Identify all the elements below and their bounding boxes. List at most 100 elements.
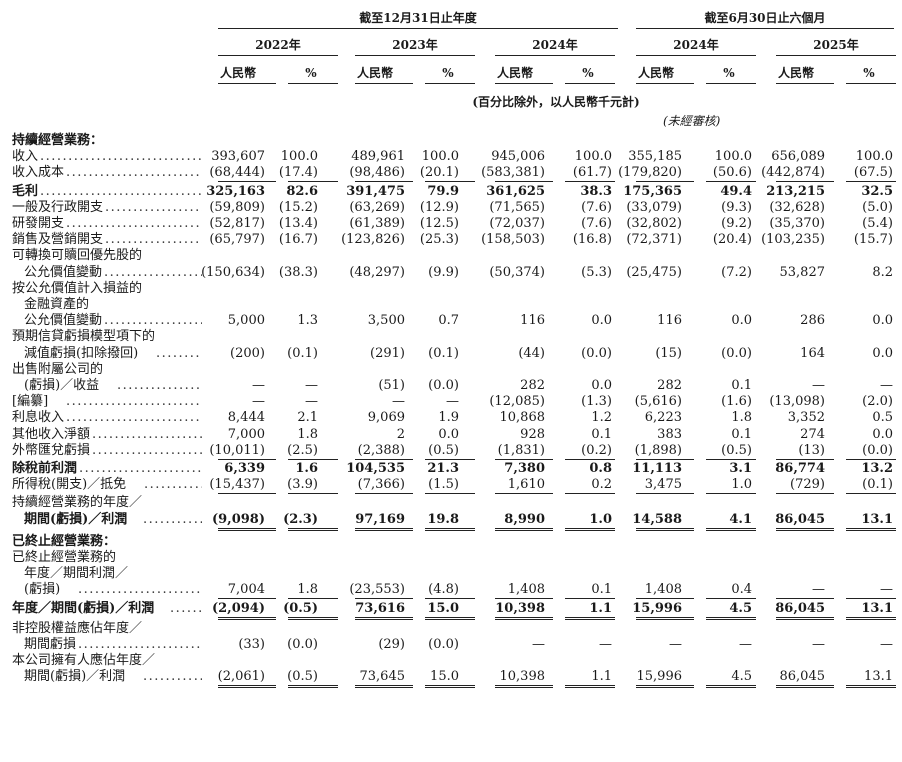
subtotal-rule <box>776 598 834 600</box>
row-value: 282 <box>657 378 682 393</box>
row-label-line: 可轉換可贖回優先股的 <box>12 248 143 264</box>
row-value: 391,475 <box>346 183 405 199</box>
col-pct-rule <box>846 83 896 84</box>
col-rmb-rule <box>218 83 276 84</box>
total-rule <box>218 616 276 620</box>
row-value: (1.6) <box>721 394 752 410</box>
row-value: (2,061) <box>217 669 265 685</box>
row-leader: ........................................ <box>117 378 202 393</box>
row-value: (0.5) <box>283 600 318 616</box>
col-rmb-rule <box>776 83 834 84</box>
year-rule <box>218 55 338 56</box>
total-rule <box>846 685 896 689</box>
row-value: 0.0 <box>591 378 612 393</box>
row-value: 5,000 <box>227 313 265 329</box>
row-value: (13) <box>798 442 825 458</box>
row-value: (68,444) <box>209 165 265 181</box>
row-value: 1.8 <box>297 426 318 442</box>
row-value: 945,006 <box>491 149 545 165</box>
subtotal-rule <box>355 598 413 600</box>
row-value: 274 <box>800 426 825 442</box>
section-heading: 持續經營業務： <box>12 133 104 148</box>
row-value: (0.0) <box>862 442 893 458</box>
row-value: 116 <box>520 313 545 329</box>
row-value: (13,098) <box>769 394 825 410</box>
col-pct-rule <box>706 83 756 84</box>
row-value: (0.5) <box>428 442 459 458</box>
total-rule <box>776 685 834 689</box>
row-value: 32.5 <box>861 183 893 199</box>
total-rule <box>288 527 338 531</box>
year-heading: 2023年 <box>392 38 438 52</box>
row-value: (2.5) <box>287 442 318 458</box>
row-label: 研發開支 <box>12 216 65 231</box>
row-value: (5.3) <box>581 264 612 280</box>
row-value: 1,408 <box>507 582 545 598</box>
row-value: (1.3) <box>581 394 612 410</box>
row-leader: ........................................ <box>78 582 202 598</box>
row-value: (10,011) <box>209 442 265 458</box>
row-value: — <box>599 637 612 652</box>
year-heading: 2024年 <box>673 38 719 52</box>
subtotal-rule <box>288 493 338 495</box>
row-value: 2 <box>396 426 405 442</box>
total-rule <box>565 685 615 689</box>
subtotal-rule <box>846 181 896 183</box>
row-value: (12.5) <box>419 216 459 231</box>
row-value: (15,437) <box>209 477 265 493</box>
row-value: 100.0 <box>855 149 893 165</box>
row-label: 收入 <box>12 149 39 165</box>
row-value: (67.5) <box>853 165 893 181</box>
row-value: — <box>880 637 893 652</box>
row-value: 1,408 <box>644 582 682 598</box>
row-value: (9.3) <box>721 199 752 215</box>
row-value: — <box>880 582 893 598</box>
row-value: (35,370) <box>769 216 825 231</box>
col-pct-rule <box>565 83 615 84</box>
row-label: 除稅前利潤 <box>12 461 78 476</box>
total-rule <box>776 527 834 531</box>
row-value: 10,868 <box>499 410 546 426</box>
row-leader: ........................................ <box>78 637 202 652</box>
row-value: 164 <box>800 345 825 361</box>
row-value: (32,802) <box>626 216 682 231</box>
row-label: 毛利 <box>12 183 39 199</box>
row-value: (123,826) <box>341 232 405 248</box>
row-leader: ........................................ <box>79 461 202 476</box>
subtotal-rule <box>565 458 615 460</box>
row-leader: ........................................ <box>40 149 202 165</box>
row-value: 286 <box>800 313 825 329</box>
row-value: 4.5 <box>731 669 752 685</box>
row-value: (48,297) <box>349 264 405 280</box>
row-value: 1.2 <box>591 410 612 426</box>
row-value: 8,444 <box>227 410 265 426</box>
row-value: 355,185 <box>628 149 682 165</box>
row-value: 104,535 <box>346 461 405 476</box>
row-value: (0.1) <box>428 345 459 361</box>
row-value: (44) <box>518 345 545 361</box>
row-label: 收入成本 <box>12 165 65 181</box>
col-pct-heading: % <box>863 66 875 80</box>
total-rule <box>425 616 475 620</box>
row-label-line: 出售附屬公司的 <box>12 361 104 377</box>
subtotal-rule <box>636 458 694 460</box>
total-rule <box>495 527 553 531</box>
row-value: (25,475) <box>626 264 682 280</box>
row-value: — <box>446 394 459 410</box>
row-leader: ........................................ <box>105 199 202 215</box>
subtotal-rule <box>288 458 338 460</box>
col-pct-heading: % <box>442 66 454 80</box>
row-value: 86,045 <box>779 669 826 685</box>
total-rule <box>706 527 756 531</box>
row-value: (71,565) <box>489 199 545 215</box>
row-value: 86,774 <box>775 461 825 476</box>
row-value: 0.0 <box>872 313 893 329</box>
subtotal-rule <box>706 181 756 183</box>
row-leader: ........................................ <box>104 313 202 329</box>
row-value: 73,645 <box>359 669 406 685</box>
row-value: (63,269) <box>349 199 405 215</box>
row-value: 13.2 <box>861 461 893 476</box>
row-value: 4.5 <box>729 600 752 616</box>
row-value: 0.1 <box>731 426 752 442</box>
row-value: 3,500 <box>367 313 405 329</box>
